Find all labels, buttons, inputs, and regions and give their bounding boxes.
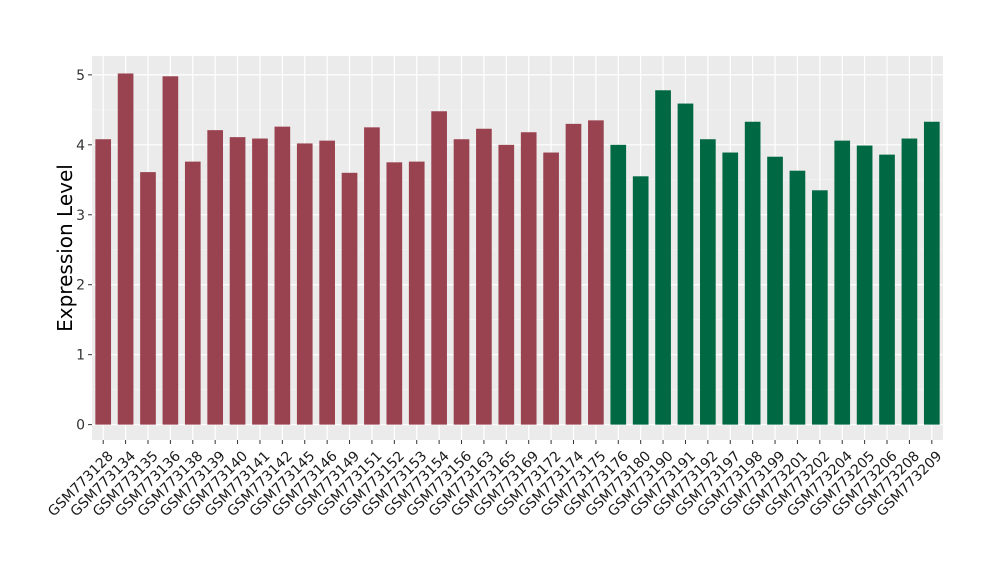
y-tick-label: 3 xyxy=(76,208,85,224)
bar-gsm773146 xyxy=(319,140,335,425)
bar-gsm773208 xyxy=(901,138,918,425)
bar-gsm773198 xyxy=(744,121,761,425)
bar-gsm773139 xyxy=(207,130,224,425)
bar-gsm773172 xyxy=(543,152,559,425)
y-axis: 0 1 2 3 4 5 xyxy=(76,68,92,434)
bar-gsm773165 xyxy=(498,144,515,425)
bar-gsm773152 xyxy=(386,162,403,425)
bar-gsm773209 xyxy=(923,121,940,425)
bar-gsm773174 xyxy=(565,123,582,425)
bars xyxy=(95,73,940,425)
bar-gsm773135 xyxy=(140,172,156,425)
y-axis-title: Expression Level xyxy=(53,164,77,332)
bar-gsm773141 xyxy=(252,138,268,425)
bar-gsm773176 xyxy=(610,144,627,425)
bar-gsm773169 xyxy=(520,132,537,425)
y-tick-label: 4 xyxy=(76,138,85,154)
bar-gsm773156 xyxy=(453,139,470,425)
bar-gsm773136 xyxy=(162,76,179,425)
bar-gsm773197 xyxy=(722,152,739,425)
bar-gsm773191 xyxy=(677,103,694,425)
bar-gsm773151 xyxy=(364,127,380,425)
bar-gsm773154 xyxy=(431,111,447,425)
bar-gsm773138 xyxy=(184,161,201,425)
bar-gsm773140 xyxy=(229,137,246,425)
bar-gsm773206 xyxy=(879,154,895,425)
bar-gsm773204 xyxy=(834,140,851,425)
bar-gsm773205 xyxy=(856,145,873,425)
bar-gsm773145 xyxy=(296,143,313,425)
bar-gsm773134 xyxy=(117,73,134,425)
bar-gsm773149 xyxy=(341,172,358,425)
bar-gsm773128 xyxy=(95,139,112,425)
y-tick-label: 5 xyxy=(76,68,85,84)
bar-gsm773180 xyxy=(632,176,649,425)
bar-gsm773192 xyxy=(700,139,716,425)
bar-gsm773199 xyxy=(767,156,783,425)
bar-gsm773175 xyxy=(588,120,604,425)
y-tick-label: 2 xyxy=(76,278,85,294)
y-tick-label: 0 xyxy=(76,418,85,434)
bar-gsm773142 xyxy=(274,126,291,425)
y-tick-label: 1 xyxy=(76,348,85,364)
bar-gsm773201 xyxy=(789,170,806,425)
bar-gsm773190 xyxy=(655,90,671,425)
x-axis: GSM773128GSM773134GSM773135GSM773136GSM7… xyxy=(45,440,945,520)
bar-gsm773153 xyxy=(408,161,425,425)
bar-gsm773202 xyxy=(811,190,828,425)
bar-gsm773163 xyxy=(476,128,492,425)
